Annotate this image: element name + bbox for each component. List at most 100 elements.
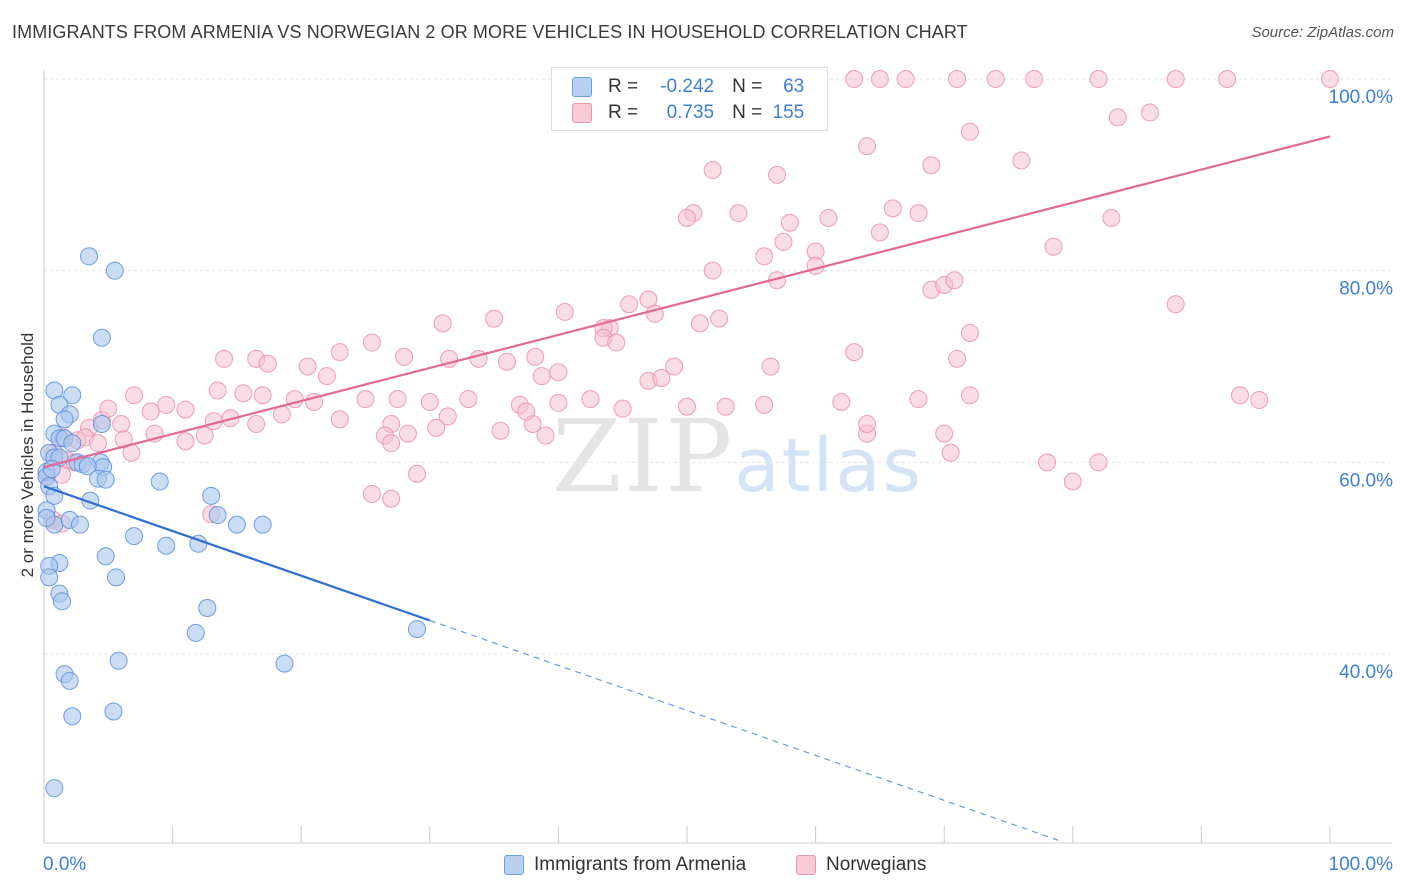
- norwegians-point: [941, 443, 960, 462]
- armenia-point: [150, 472, 169, 491]
- armenia-point: [80, 247, 99, 266]
- legend-r-value: -0.242: [660, 76, 715, 97]
- norwegians-point: [491, 421, 510, 440]
- norwegians-point: [382, 489, 401, 508]
- norwegians-point: [1166, 295, 1185, 314]
- norwegians-point: [690, 314, 709, 333]
- stats-legend: R = -0.242 N = 63 R = 0.735 N = 155: [551, 67, 828, 131]
- bottom-legend-label-armenia: Immigrants from Armenia: [534, 854, 747, 875]
- norwegians-point: [710, 309, 729, 328]
- armenia-point: [96, 547, 115, 566]
- norwegians-point: [330, 410, 349, 429]
- armenia-point: [109, 651, 128, 670]
- norwegians-point: [215, 349, 234, 368]
- norwegians-point: [234, 384, 253, 403]
- norwegians-point: [819, 208, 838, 227]
- norwegians-point: [729, 204, 748, 223]
- chart-source: Source: ZipAtlas.com: [1251, 24, 1394, 41]
- bottom-legend-norwegians[interactable]: Norwegians: [796, 852, 926, 878]
- norwegians-point: [247, 415, 266, 433]
- norwegians-point: [613, 399, 632, 418]
- armenia-point: [186, 623, 205, 642]
- norwegians-point: [922, 156, 941, 175]
- norwegians-point: [420, 392, 439, 411]
- armenia-point: [208, 506, 227, 525]
- norwegians-trend-line: [43, 135, 1331, 469]
- norwegians-point: [703, 261, 722, 280]
- armenia-points: [37, 247, 426, 798]
- norwegians-point: [362, 333, 381, 352]
- norwegians-point: [549, 393, 568, 412]
- legend-n-label: N =: [732, 102, 763, 123]
- norwegians-point: [317, 367, 336, 386]
- norwegians-point: [555, 302, 574, 321]
- norwegians-point: [1044, 237, 1063, 256]
- norwegians-point: [356, 390, 375, 409]
- norwegians-point: [845, 343, 864, 362]
- armenia-point: [275, 654, 294, 673]
- y-tick-label: 40.0%: [1339, 662, 1393, 683]
- legend-n-value: 63: [783, 76, 805, 97]
- norwegians-point: [883, 199, 902, 218]
- legend-row-armenia: R = -0.242 N = 63: [572, 74, 804, 100]
- norwegians-point: [960, 323, 979, 342]
- armenia-point: [92, 415, 111, 433]
- armenia-point: [63, 434, 82, 453]
- armenia-point: [96, 470, 115, 489]
- norwegians-point: [652, 369, 671, 387]
- watermark: ZIPatlas: [552, 398, 923, 515]
- norwegians-point: [382, 434, 401, 453]
- norwegians-point: [755, 395, 774, 414]
- norwegians-point: [716, 397, 735, 416]
- bottom-legend-swatch-pink: [796, 855, 816, 875]
- norwegians-point: [1321, 70, 1339, 88]
- norwegians-point: [581, 390, 600, 409]
- norwegians-point: [125, 386, 144, 405]
- legend-n-value: 155: [772, 102, 805, 123]
- norwegians-point: [960, 386, 979, 405]
- norwegians-point: [1089, 453, 1108, 472]
- legend-swatch-blue: [572, 77, 592, 97]
- armenia-point: [37, 508, 56, 527]
- norwegians-point: [945, 271, 964, 290]
- norwegians-point: [407, 464, 426, 483]
- armenia-point: [202, 486, 221, 505]
- bottom-legend-swatch-blue: [504, 855, 524, 875]
- norwegians-point: [755, 247, 774, 266]
- y-tick-label: 80.0%: [1339, 279, 1393, 300]
- norwegians-point: [607, 333, 626, 352]
- norwegians-point: [532, 367, 551, 386]
- norwegians-point: [427, 418, 446, 437]
- norwegians-point: [298, 357, 317, 376]
- norwegians-point: [858, 415, 877, 433]
- norwegians-point: [362, 484, 381, 503]
- armenia-point: [104, 702, 123, 721]
- norwegians-point: [909, 204, 928, 223]
- norwegians-point: [870, 70, 889, 88]
- norwegians-point: [176, 400, 195, 419]
- armenia-point: [78, 457, 97, 476]
- x-tick-label: 100.0%: [1329, 854, 1394, 875]
- legend-r-label: R =: [608, 102, 639, 123]
- armenia-point: [125, 527, 144, 546]
- armenia-point: [407, 620, 426, 639]
- norwegians-point: [176, 432, 195, 451]
- norwegians-point: [858, 137, 877, 156]
- armenia-point: [157, 536, 176, 555]
- armenia-point: [253, 515, 272, 534]
- armenia-trend-extension: [429, 619, 1061, 842]
- norwegians-point: [526, 347, 545, 366]
- watermark-atlas: atlas: [734, 423, 924, 509]
- norwegians-point: [517, 402, 536, 421]
- norwegians-point: [114, 430, 133, 449]
- norwegians-point: [703, 161, 722, 180]
- norwegians-point: [665, 357, 684, 376]
- norwegians-point: [208, 381, 227, 400]
- norwegians-point: [806, 256, 825, 275]
- armenia-trend-line: [43, 485, 431, 622]
- norwegians-point: [896, 70, 915, 88]
- bottom-legend-armenia[interactable]: Immigrants from Armenia: [504, 852, 746, 878]
- norwegians-point: [258, 354, 277, 373]
- norwegians-point: [909, 390, 928, 409]
